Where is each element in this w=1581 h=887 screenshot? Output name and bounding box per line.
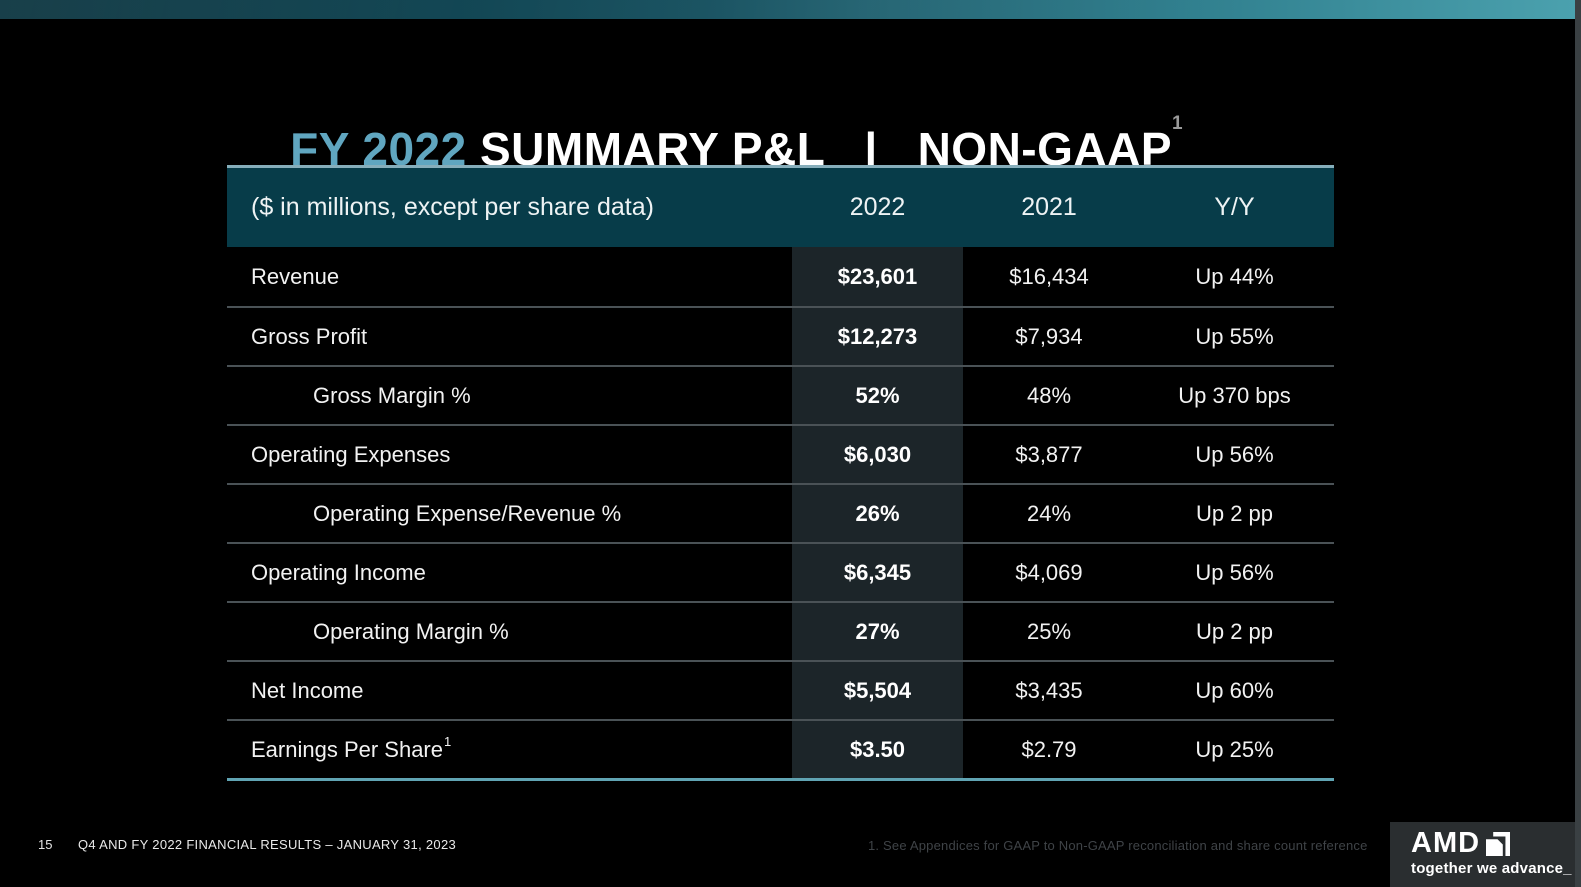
row-label-cell: Earnings Per Share 1 (227, 721, 792, 778)
row-value-yy: Up 44% (1195, 263, 1274, 289)
table-row: Gross Profit $12,273 $7,934 Up 55% (227, 306, 1334, 365)
row-value-2022: $5,504 (792, 662, 963, 719)
footnote-text: 1. See Appendices for GAAP to Non-GAAP r… (868, 838, 1368, 853)
table-bottom-border (227, 778, 1334, 781)
row-label-cell: Gross Margin % (227, 367, 792, 424)
table-header-row: ($ in millions, except per share data) 2… (227, 165, 1334, 247)
row-label: Gross Margin % (313, 382, 471, 408)
row-value-yy: Up 55% (1195, 323, 1274, 349)
row-label: Operating Income (251, 559, 426, 585)
row-label: Net Income (251, 677, 364, 703)
amd-tagline: together we advance_ (1411, 860, 1572, 877)
row-label: Operating Margin % (313, 618, 509, 644)
row-value-2022: $3.50 (792, 721, 963, 778)
row-value-2022: 27% (792, 603, 963, 660)
table-body: Revenue $23,601 $16,434 Up 44% Gross Pro… (227, 247, 1334, 778)
amd-logo-block: AMD together we advance_ (1390, 822, 1575, 887)
row-value-yy: Up 56% (1195, 441, 1274, 467)
row-value-yy: Up 2 pp (1195, 500, 1274, 526)
row-value-yy: Up 25% (1195, 736, 1274, 762)
amd-arrow-icon (1486, 831, 1511, 856)
table-row: Net Income $5,504 $3,435 Up 60% (227, 660, 1334, 719)
amd-wordmark-row: AMD (1411, 829, 1575, 858)
row-label: Revenue (251, 263, 340, 289)
row-value-2021: $4,069 (1015, 559, 1083, 585)
row-value-2021: 25% (1026, 618, 1072, 644)
title-footnote-marker: 1 (1172, 112, 1184, 134)
row-label: Operating Expenses (251, 441, 451, 467)
header-label: ($ in millions, except per share data) (251, 193, 654, 221)
row-label-cell: Revenue (227, 247, 792, 306)
row-value-2022: $6,345 (792, 544, 963, 601)
row-value-2022: 26% (792, 485, 963, 542)
table-row: Operating Expense/Revenue % 26% 24% Up 2… (227, 483, 1334, 542)
row-value-2021: 24% (1026, 500, 1072, 526)
row-label-cell: Operating Income (227, 544, 792, 601)
top-gradient-bar (0, 0, 1575, 19)
row-value-yy: Up 60% (1195, 677, 1274, 703)
row-value-2022: 52% (792, 367, 963, 424)
row-value-2021: $7,934 (1015, 323, 1083, 349)
header-col-2021: 2021 (1021, 193, 1077, 221)
row-label-cell: Gross Profit (227, 308, 792, 365)
row-label-cell: Net Income (227, 662, 792, 719)
row-value-2021: $2.79 (1021, 736, 1077, 762)
header-col-2022: 2022 (849, 193, 906, 221)
table-row: Gross Margin % 52% 48% Up 370 bps (227, 365, 1334, 424)
row-value-yy: Up 2 pp (1195, 618, 1274, 644)
page-number: 15 (38, 837, 53, 852)
pl-summary-table: ($ in millions, except per share data) 2… (227, 165, 1334, 781)
footer-text: Q4 AND FY 2022 FINANCIAL RESULTS – JANUA… (78, 837, 457, 852)
table-row: Operating Income $6,345 $4,069 Up 56% (227, 542, 1334, 601)
row-value-2021: $3,435 (1015, 677, 1083, 703)
row-label-superscript: 1 (444, 734, 452, 749)
table-row: Earnings Per Share 1 $3.50 $2.79 Up 25% (227, 719, 1334, 778)
row-label-cell: Operating Expense/Revenue % (227, 485, 792, 542)
row-value-2021: $16,434 (1009, 263, 1089, 289)
row-label-cell: Operating Expenses (227, 426, 792, 483)
row-value-2021: 48% (1026, 382, 1072, 408)
row-label: Operating Expense/Revenue % (313, 500, 622, 526)
row-value-2021: $3,877 (1015, 441, 1083, 467)
row-value-2022: $23,601 (792, 247, 963, 306)
table-row: Operating Expenses $6,030 $3,877 Up 56% (227, 424, 1334, 483)
row-value-2022: $6,030 (792, 426, 963, 483)
table-row: Revenue $23,601 $16,434 Up 44% (227, 247, 1334, 306)
row-value-2022: $12,273 (792, 308, 963, 365)
row-label: Gross Profit (251, 323, 368, 349)
row-value-yy: Up 56% (1195, 559, 1274, 585)
amd-wordmark: AMD (1411, 827, 1481, 859)
table-row: Operating Margin % 27% 25% Up 2 pp (227, 601, 1334, 660)
header-col-yy: Y/Y (1214, 193, 1255, 221)
window-edge-strip (1575, 0, 1581, 887)
row-value-yy: Up 370 bps (1178, 382, 1291, 408)
row-label: Earnings Per Share (251, 736, 443, 762)
row-label-cell: Operating Margin % (227, 603, 792, 660)
